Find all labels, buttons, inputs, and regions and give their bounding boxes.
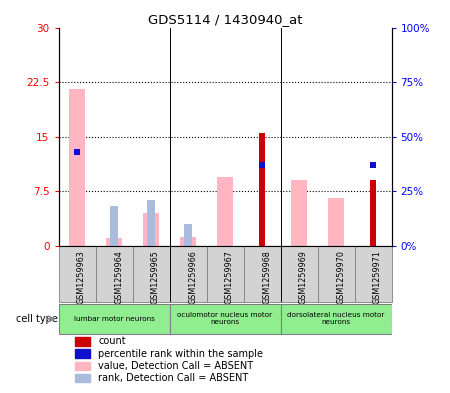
Bar — [328, 198, 344, 246]
Text: dorsolateral nucleus motor
neurons: dorsolateral nucleus motor neurons — [287, 312, 385, 325]
Text: count: count — [99, 336, 126, 346]
Text: cell type: cell type — [16, 314, 58, 324]
Bar — [147, 200, 155, 246]
Text: oculomotor nucleus motor
neurons: oculomotor nucleus motor neurons — [177, 312, 273, 325]
Bar — [180, 237, 196, 246]
Bar — [280, 303, 392, 334]
Text: GSM1259964: GSM1259964 — [114, 250, 123, 304]
Bar — [106, 239, 122, 246]
Bar — [74, 149, 80, 155]
Bar — [243, 246, 280, 302]
Bar — [170, 303, 280, 334]
Text: value, Detection Call = ABSENT: value, Detection Call = ABSENT — [99, 361, 254, 371]
Bar — [132, 246, 170, 302]
Text: lumbar motor neurons: lumbar motor neurons — [73, 316, 154, 322]
Text: rank, Detection Call = ABSENT: rank, Detection Call = ABSENT — [99, 373, 249, 383]
Bar — [58, 246, 95, 302]
Bar — [58, 303, 170, 334]
Bar — [75, 337, 90, 345]
Text: GSM1259968: GSM1259968 — [262, 250, 271, 304]
Bar — [280, 246, 318, 302]
Text: GSM1259965: GSM1259965 — [151, 250, 160, 304]
Bar — [143, 213, 159, 246]
Bar — [95, 246, 132, 302]
Title: GDS5114 / 1430940_at: GDS5114 / 1430940_at — [148, 13, 302, 26]
Bar — [259, 133, 266, 246]
Bar — [69, 89, 86, 246]
Text: GSM1259963: GSM1259963 — [77, 250, 86, 304]
Bar — [291, 180, 307, 246]
Bar — [184, 224, 192, 246]
Bar — [355, 246, 392, 302]
Text: GSM1259971: GSM1259971 — [373, 250, 382, 304]
Bar — [259, 162, 265, 168]
Bar — [370, 162, 376, 168]
Bar — [75, 362, 90, 370]
Bar — [217, 176, 233, 246]
Bar — [110, 206, 118, 246]
Bar — [170, 246, 207, 302]
Bar — [75, 374, 90, 382]
Text: percentile rank within the sample: percentile rank within the sample — [99, 349, 263, 358]
Bar — [75, 349, 90, 358]
Bar — [318, 246, 355, 302]
Text: GSM1259966: GSM1259966 — [188, 250, 197, 304]
Bar — [369, 180, 376, 246]
Text: GSM1259970: GSM1259970 — [336, 250, 345, 304]
Text: GSM1259969: GSM1259969 — [299, 250, 308, 304]
Text: GSM1259967: GSM1259967 — [225, 250, 234, 304]
Bar — [207, 246, 243, 302]
